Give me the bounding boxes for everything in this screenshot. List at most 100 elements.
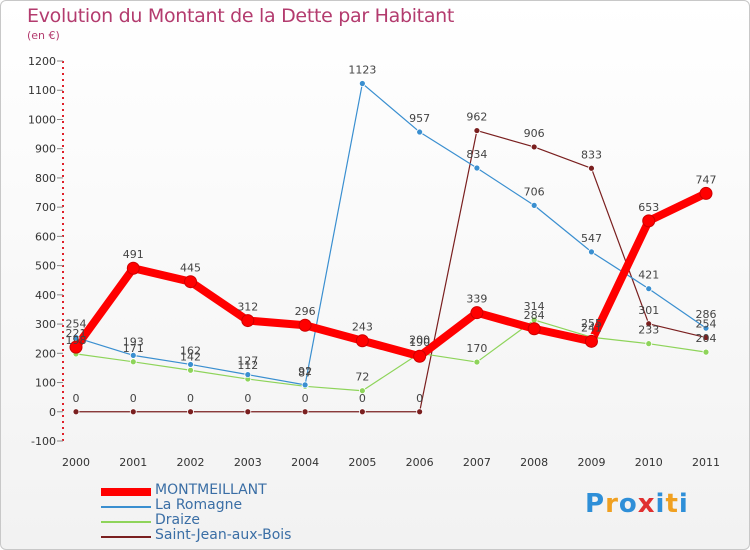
data-label: 339 xyxy=(466,293,487,306)
data-point xyxy=(126,261,140,275)
data-point xyxy=(129,351,137,359)
x-tick-label: 2009 xyxy=(577,456,605,469)
logo-letter: i xyxy=(655,489,666,519)
data-label: 491 xyxy=(123,248,144,261)
data-label: 0 xyxy=(302,392,309,405)
data-point xyxy=(355,334,369,348)
data-point xyxy=(184,275,198,289)
logo-letter: r xyxy=(605,489,619,519)
data-label: 112 xyxy=(237,359,258,372)
data-label: 233 xyxy=(638,324,659,337)
data-label: 314 xyxy=(524,300,545,313)
data-point xyxy=(530,143,538,151)
data-label: 254 xyxy=(696,318,717,331)
data-point xyxy=(470,306,484,320)
data-label: 284 xyxy=(524,309,545,322)
data-label: 962 xyxy=(466,111,487,124)
legend-swatch xyxy=(101,506,151,508)
x-tick-label: 2010 xyxy=(635,456,663,469)
data-point xyxy=(473,127,481,134)
y-tick-label: 200 xyxy=(35,347,56,360)
logo-letter: x xyxy=(637,489,656,519)
legend-swatch xyxy=(101,521,151,523)
logo-letter: P xyxy=(585,489,606,519)
y-tick-label: 1200 xyxy=(28,55,56,68)
data-label: 198 xyxy=(66,334,87,347)
data-label: 171 xyxy=(123,342,144,355)
data-point xyxy=(187,408,194,416)
x-tick-label: 2004 xyxy=(291,456,319,469)
series-line-2 xyxy=(75,319,707,392)
data-label: 255 xyxy=(581,317,602,330)
data-label: 243 xyxy=(352,321,373,334)
series-line-3 xyxy=(75,129,707,413)
data-point xyxy=(642,214,656,228)
y-tick-label: 1000 xyxy=(28,113,56,126)
data-point xyxy=(588,164,595,172)
data-label: 204 xyxy=(696,332,717,345)
legend-label: Saint-Jean-aux-Bois xyxy=(155,527,292,543)
data-label: 72 xyxy=(355,371,369,384)
data-point xyxy=(645,285,653,293)
data-label: 0 xyxy=(130,392,137,405)
data-point xyxy=(187,361,194,368)
logo-letter: o xyxy=(618,489,638,519)
logo-letter: i xyxy=(678,489,689,519)
data-point xyxy=(358,387,366,395)
data-label: 906 xyxy=(524,127,545,140)
data-label: 0 xyxy=(73,392,80,405)
y-tick-label: 500 xyxy=(35,260,56,273)
data-point xyxy=(72,334,80,341)
chart-subtitle: (en €) xyxy=(27,29,60,42)
data-label: 92 xyxy=(298,365,312,378)
data-label: 957 xyxy=(409,112,430,125)
series-line-1 xyxy=(75,82,707,386)
data-point xyxy=(358,408,366,416)
data-label: 653 xyxy=(638,201,659,214)
proxiti-logo: Proxiti xyxy=(585,489,689,519)
data-point xyxy=(244,371,252,379)
data-point xyxy=(699,186,713,200)
data-label: 0 xyxy=(416,392,423,405)
data-point xyxy=(473,358,481,366)
data-label: 296 xyxy=(295,305,316,318)
x-tick-label: 2002 xyxy=(177,456,205,469)
data-label: 312 xyxy=(237,301,258,314)
data-point xyxy=(702,324,710,332)
data-point xyxy=(645,320,653,328)
data-point xyxy=(413,349,427,363)
data-label: 190 xyxy=(409,336,430,349)
line-chart: -100010020030040050060070080090010001100… xyxy=(28,55,720,469)
data-label: 254 xyxy=(66,318,87,331)
data-point xyxy=(301,381,309,389)
data-label: 162 xyxy=(180,344,201,357)
data-label: 142 xyxy=(180,350,201,363)
data-label: 747 xyxy=(696,173,717,186)
y-tick-label: 700 xyxy=(35,201,56,214)
x-tick-label: 2006 xyxy=(406,456,434,469)
data-point xyxy=(298,318,312,332)
y-tick-label: 300 xyxy=(35,318,56,331)
data-label: 1123 xyxy=(348,64,376,77)
data-label: 241 xyxy=(581,321,602,334)
y-tick-label: 800 xyxy=(35,172,56,185)
data-label: 127 xyxy=(237,355,258,368)
series-line-0 xyxy=(72,189,710,361)
x-tick-label: 2000 xyxy=(62,456,90,469)
data-label: 0 xyxy=(244,392,251,405)
y-tick-label: 0 xyxy=(49,406,56,419)
x-tick-label: 2001 xyxy=(119,456,147,469)
data-point xyxy=(187,366,194,374)
data-label: 301 xyxy=(638,304,659,317)
data-point xyxy=(72,408,80,416)
data-label: 0 xyxy=(187,392,194,405)
legend-label: MONTMEILLANT xyxy=(155,482,267,498)
data-label: 833 xyxy=(581,148,602,161)
y-tick-label: -100 xyxy=(31,435,56,448)
data-point xyxy=(301,408,309,416)
data-label: 87 xyxy=(298,366,312,379)
data-label: 0 xyxy=(359,392,366,405)
data-point xyxy=(129,408,137,416)
y-tick-label: 100 xyxy=(35,377,56,390)
data-point xyxy=(702,334,710,341)
